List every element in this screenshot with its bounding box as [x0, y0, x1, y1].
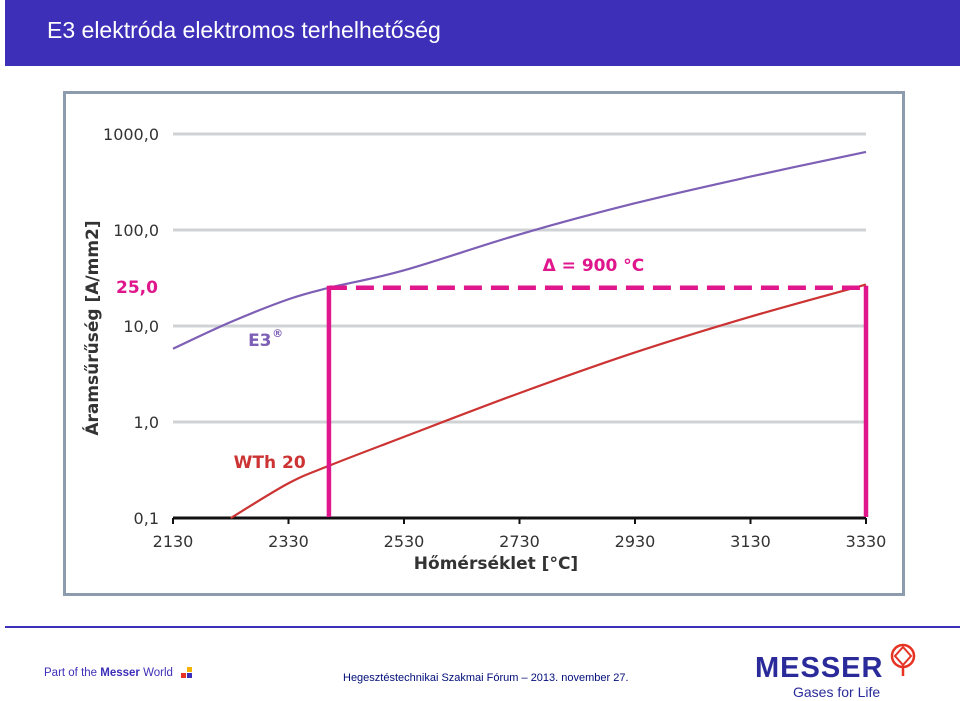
- y-tick-label: 1000,0: [103, 125, 159, 144]
- footer-event: Hegesztéstechnikai Szakmai Fórum – 2013.…: [343, 672, 629, 684]
- footer-tagline: Part of the Messer World: [44, 667, 193, 679]
- y-tick-label: 10,0: [123, 317, 159, 336]
- x-tick-label: 2930: [615, 532, 656, 551]
- title-bar: E3 elektróda elektromos terhelhetőség: [5, 0, 960, 66]
- level-value-label: 25,0: [116, 278, 158, 298]
- y-tick-label: 1,0: [134, 413, 159, 432]
- y-tick-label: 100,0: [113, 221, 159, 240]
- messer-logo: MESSER Gases for Life: [755, 640, 925, 700]
- footer-tagline-prefix: Part of the: [44, 667, 101, 680]
- x-tick-label: 2730: [499, 532, 540, 551]
- x-tick-label: 2530: [384, 532, 425, 551]
- delta-label: Δ = 900 °C: [543, 256, 645, 276]
- series-label-wth20: WTh 20: [234, 453, 306, 473]
- footer-tagline-suffix: World: [139, 667, 173, 680]
- series-label-e3: E3: [248, 331, 271, 351]
- y-tick-label: 0,1: [134, 509, 159, 528]
- x-tick-label: 2330: [268, 532, 309, 551]
- page-title: E3 elektróda elektromos terhelhetőség: [47, 17, 441, 43]
- chart-ticks: 0,1 1,0 10,0 100,0 1000,0 2130 2330 2530 2730 293…: [103, 125, 886, 551]
- series-label-e3-registered: ®: [272, 327, 283, 340]
- x-tick-label: 2130: [153, 532, 194, 551]
- series-line-wth20: [230, 283, 867, 519]
- logo-slogan: Gases for Life: [793, 684, 881, 700]
- series-line-e3: [172, 150, 867, 350]
- chart-annotations: E3 ® WTh 20 25,0 Δ = 900 °C: [116, 256, 869, 517]
- chart-svg: E3 ® WTh 20 25,0 Δ = 900 °C 0,1 1,0 10,0 100,0 1…: [81, 125, 886, 574]
- x-tick-label: 3130: [730, 532, 771, 551]
- chart-series: [172, 150, 867, 519]
- footer-tagline-bold: Messer: [100, 667, 140, 680]
- y-axis-label: Áramsűrűség [A/mm2]: [81, 220, 103, 435]
- messer-diamond-icon: [890, 643, 916, 676]
- x-tick-label: 3330: [846, 532, 887, 551]
- x-axis-label: Hőmérséklet [°C]: [414, 554, 578, 574]
- messer-dots-icon: [181, 667, 193, 678]
- chart-frame: E3 ® WTh 20 25,0 Δ = 900 °C 0,1 1,0 10,0 100,0 1…: [63, 91, 905, 596]
- logo-wordmark: MESSER: [755, 652, 884, 684]
- footer-divider: [5, 626, 960, 628]
